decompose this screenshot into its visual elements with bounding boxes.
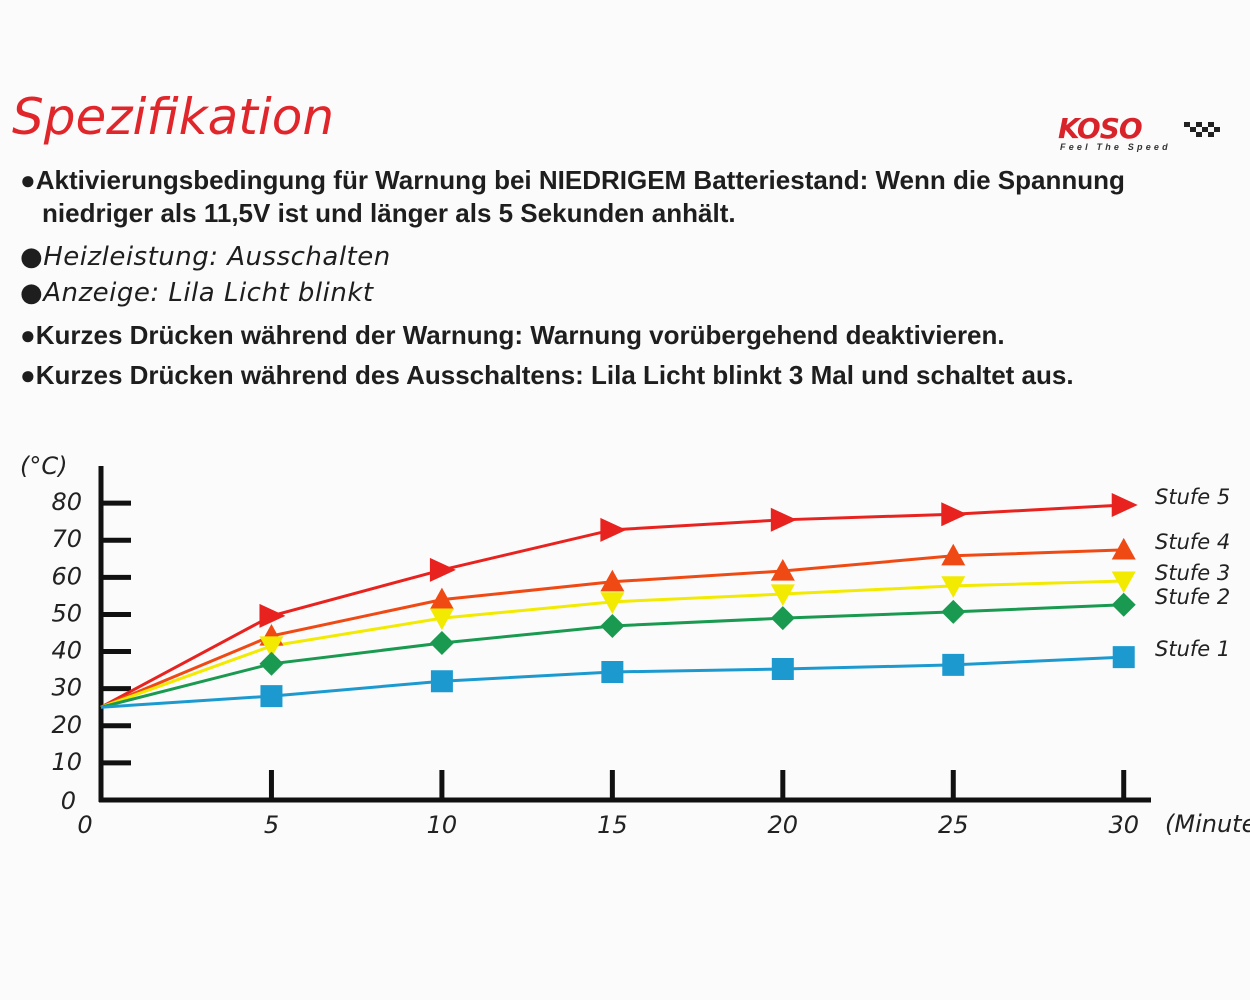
marker [259, 651, 284, 676]
marker [1111, 492, 1138, 517]
legend-label: Stufe 4 [1155, 530, 1230, 554]
legend-label: Stufe 2 [1155, 585, 1230, 609]
y-tick-label: 0 [61, 787, 76, 815]
y-tick-label: 20 [51, 711, 82, 739]
y-tick-label: 60 [51, 562, 82, 590]
marker [429, 631, 454, 656]
y-tick-label: 50 [51, 599, 82, 627]
marker [1111, 571, 1136, 594]
logo-tagline: Feel The Speed [1060, 142, 1171, 152]
marker [601, 660, 624, 683]
logo-text: KOSO [1058, 112, 1143, 145]
marker [771, 657, 794, 680]
marker [941, 502, 968, 527]
marker [600, 569, 625, 592]
x-tick-label: 25 [938, 811, 969, 839]
y-tick-label: 10 [51, 748, 82, 776]
marker [600, 517, 627, 542]
bullet: Kurzes Drücken während des Ausschaltens:… [20, 359, 1074, 392]
x-tick-label: 5 [264, 811, 279, 839]
marker [942, 653, 965, 676]
bullet: Heizleistung: Ausschalten [20, 241, 391, 274]
logo: KOSO Feel The Speed [1058, 112, 1238, 156]
x-tick-label: 10 [427, 811, 458, 839]
marker [941, 543, 966, 566]
marker [941, 576, 966, 598]
marker [430, 670, 453, 693]
marker [1111, 592, 1136, 617]
marker [770, 606, 795, 631]
marker [429, 608, 454, 631]
marker [941, 599, 966, 624]
marker [600, 613, 625, 638]
bullet: Aktivierungsbedingung für Warnung bei NI… [20, 164, 1132, 230]
y-axis-label: (°C) [20, 452, 67, 480]
marker [259, 603, 286, 628]
y-tick-label: 40 [51, 637, 82, 665]
bullet: Kurzes Drücken während der Warnung: Warn… [20, 319, 1005, 352]
y-tick-label: 30 [51, 674, 82, 702]
marker [770, 507, 797, 532]
marker [429, 557, 456, 582]
marker [770, 559, 795, 581]
marker [429, 587, 454, 610]
marker [259, 636, 284, 658]
x-tick-label: 20 [768, 811, 799, 839]
y-tick-label: 70 [51, 525, 82, 553]
title: Spezifikation [12, 88, 335, 146]
marker [770, 584, 795, 607]
marker [260, 685, 283, 708]
legend-label: Stufe 1 [1155, 637, 1230, 661]
bullet: Anzeige: Lila Licht blinkt [20, 277, 374, 310]
x-axis-label: (Minuten) [1165, 810, 1250, 838]
legend-label: Stufe 3 [1155, 561, 1230, 585]
x-tick-label: 30 [1108, 811, 1139, 839]
legend-label: Stufe 5 [1155, 485, 1230, 509]
marker [1112, 646, 1135, 669]
x-tick-label: 0 [77, 811, 92, 839]
marker [600, 592, 625, 614]
chart: (°C) (Minuten) 0 10 20 30 40 50 60 70 80 0 5 10 15 20… [20, 452, 1250, 839]
marker [1111, 537, 1136, 560]
y-tick-label: 80 [51, 488, 82, 516]
x-tick-label: 15 [597, 811, 628, 839]
checker-flag [1184, 122, 1220, 137]
